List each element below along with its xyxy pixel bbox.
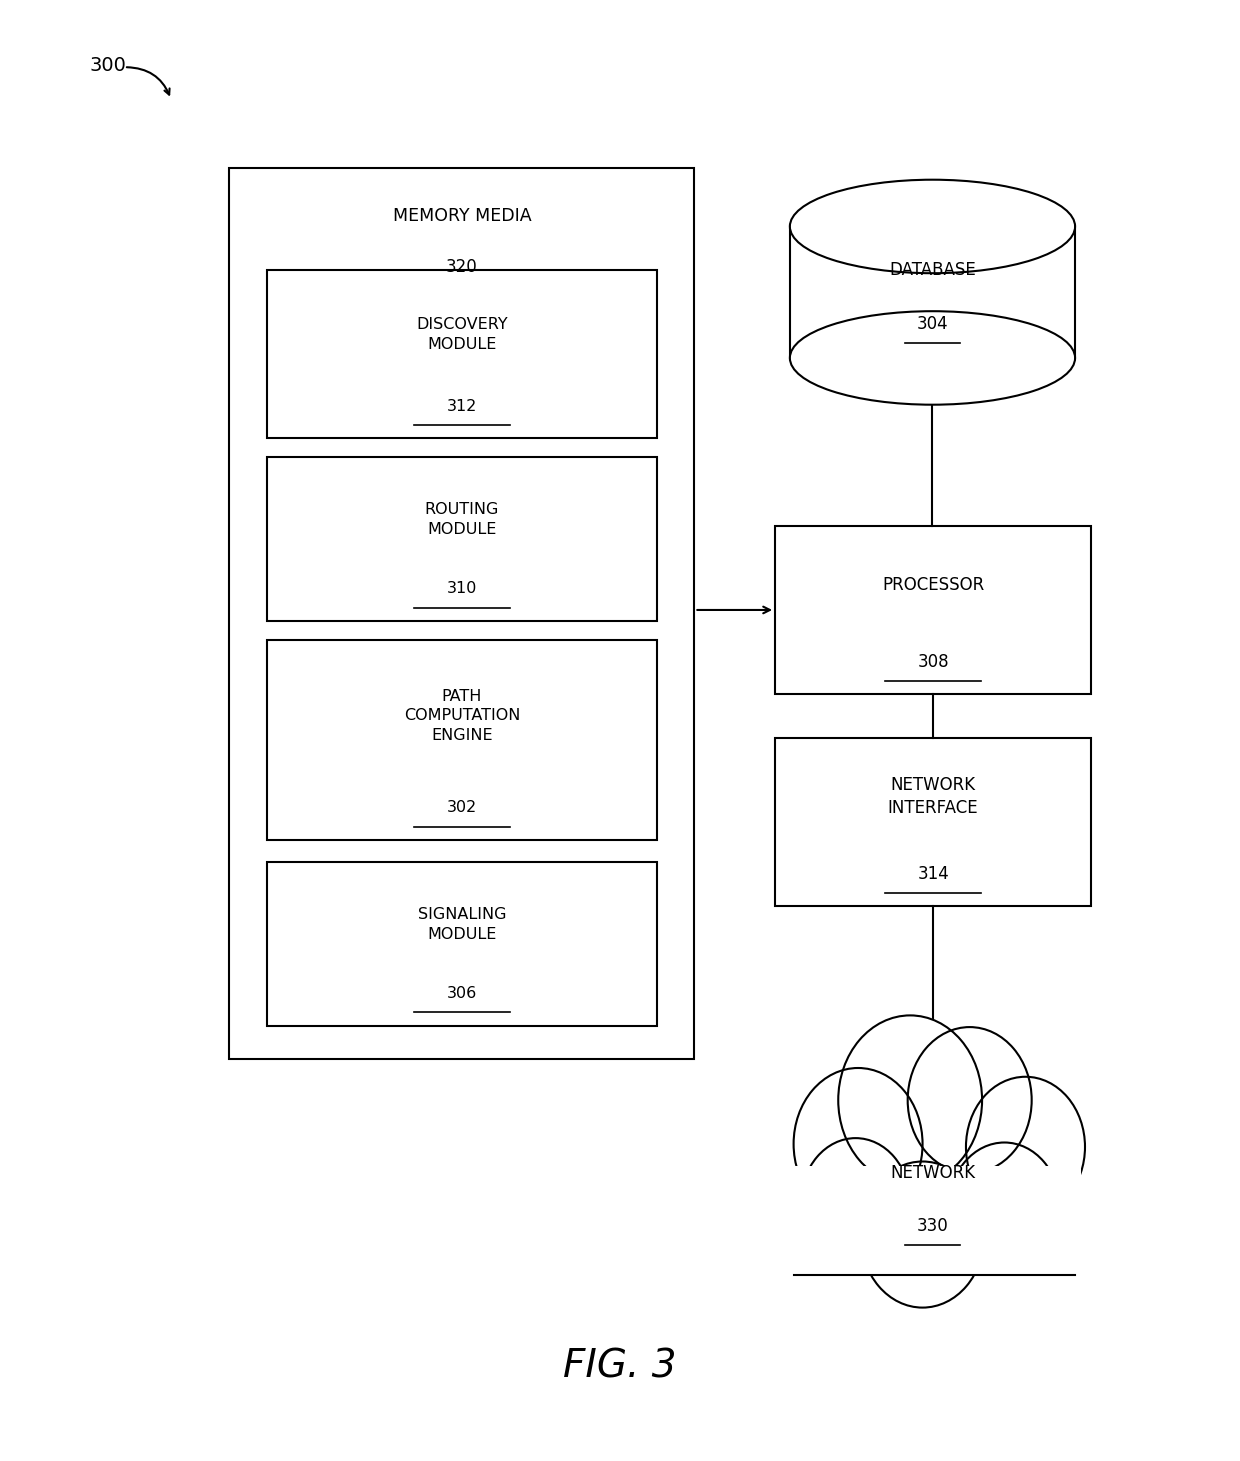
Text: DATABASE: DATABASE xyxy=(889,262,976,279)
Circle shape xyxy=(861,1161,985,1308)
Circle shape xyxy=(794,1068,923,1220)
Ellipse shape xyxy=(790,180,1075,273)
Circle shape xyxy=(949,1143,1060,1274)
Text: 310: 310 xyxy=(446,581,477,596)
Bar xyxy=(790,226,1075,358)
Text: 302: 302 xyxy=(446,801,477,815)
Text: ROUTING
MODULE: ROUTING MODULE xyxy=(425,503,498,536)
Text: 320: 320 xyxy=(446,259,477,276)
Text: DISCOVERY
MODULE: DISCOVERY MODULE xyxy=(417,317,507,352)
Text: PROCESSOR: PROCESSOR xyxy=(882,576,985,593)
FancyBboxPatch shape xyxy=(267,862,657,1026)
Bar xyxy=(790,1166,1081,1275)
FancyBboxPatch shape xyxy=(229,168,694,1059)
Text: 306: 306 xyxy=(446,986,477,1001)
Text: SIGNALING
MODULE: SIGNALING MODULE xyxy=(418,907,506,941)
FancyBboxPatch shape xyxy=(267,270,657,438)
Text: PATH
COMPUTATION
ENGINE: PATH COMPUTATION ENGINE xyxy=(404,688,520,744)
FancyBboxPatch shape xyxy=(267,640,657,840)
Text: 300: 300 xyxy=(89,56,126,76)
Ellipse shape xyxy=(790,311,1075,405)
Text: 314: 314 xyxy=(918,865,949,882)
Circle shape xyxy=(908,1027,1032,1173)
Text: 304: 304 xyxy=(916,316,949,333)
Text: FIG. 3: FIG. 3 xyxy=(563,1347,677,1385)
Text: NETWORK
INTERFACE: NETWORK INTERFACE xyxy=(888,776,978,817)
Text: MEMORY MEDIA: MEMORY MEDIA xyxy=(393,207,531,225)
Circle shape xyxy=(838,1015,982,1185)
Text: NETWORK: NETWORK xyxy=(890,1164,975,1182)
FancyBboxPatch shape xyxy=(267,457,657,621)
Circle shape xyxy=(801,1138,910,1267)
Circle shape xyxy=(966,1077,1085,1217)
Text: 308: 308 xyxy=(918,653,949,671)
Text: 330: 330 xyxy=(916,1217,949,1235)
FancyBboxPatch shape xyxy=(775,526,1091,694)
FancyBboxPatch shape xyxy=(775,738,1091,906)
Text: 312: 312 xyxy=(446,399,477,413)
